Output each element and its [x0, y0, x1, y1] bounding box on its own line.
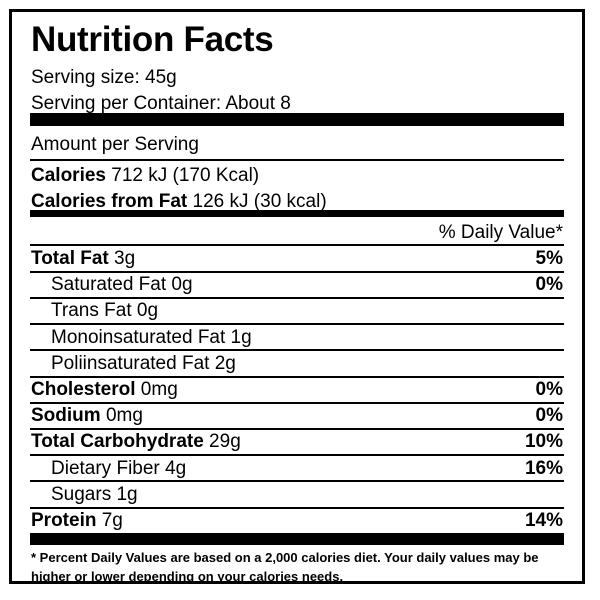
nutrient-row: Total Carbohydrate 29g 10% [30, 429, 564, 455]
calories-from-fat-line: Calories from Fat 126 kJ (30 kcal) [31, 192, 327, 211]
nutrient-name: Protein 7g [31, 508, 123, 534]
row-divider [30, 480, 564, 483]
calories-from-fat-value: 126 kJ (30 kcal) [187, 191, 327, 212]
nutrient-row: Protein 7g 14% [30, 508, 564, 534]
nutrient-label: Protein [31, 510, 97, 531]
nutrient-daily-value: 5% [535, 248, 563, 269]
nutrient-row: Sugars 1g [30, 482, 564, 508]
nutrition-facts-label: Nutrition Facts Serving size: 45g Servin… [9, 9, 585, 584]
nutrient-daily-value: 0% [535, 405, 563, 427]
divider [30, 159, 564, 161]
calories-label: Calories [31, 165, 106, 186]
row-divider [30, 454, 564, 457]
serving-size: Serving size: 45g [31, 67, 177, 88]
row-divider [30, 323, 564, 326]
nutrient-row: Poliinsaturated Fat 2g [30, 351, 564, 377]
nutrient-daily-value: 0% [535, 274, 563, 296]
calories-from-fat-label: Calories from Fat [31, 191, 188, 212]
thick-divider [30, 113, 564, 126]
nutrient-row: Cholesterol 0mg 0% [30, 377, 564, 403]
nutrient-amount: 0mg [100, 405, 143, 427]
nutrient-label: Sugars 1g [51, 483, 138, 505]
label-title: Nutrition Facts [31, 20, 274, 59]
amount-per-serving: Amount per Serving [31, 134, 199, 155]
row-divider [30, 296, 564, 299]
nutrient-name: Total Carbohydrate 29g [31, 429, 241, 455]
nutrient-name: Dietary Fiber 4g [51, 456, 186, 482]
nutrient-label: Trans Fat 0g [51, 300, 159, 322]
nutrient-label: Saturated Fat 0g [51, 274, 193, 296]
nutrient-name: Sodium 0mg [31, 403, 143, 429]
nutrient-amount: 3g [108, 248, 136, 269]
row-divider [30, 506, 564, 509]
nutrient-name: Cholesterol 0mg [31, 377, 178, 403]
thick-divider [30, 533, 564, 545]
nutrient-name: Poliinsaturated Fat 2g [51, 351, 236, 377]
nutrient-label: Cholesterol [31, 379, 136, 400]
nutrient-name: Total Fat 3g [31, 246, 135, 272]
nutrient-row: Trans Fat 0g [30, 298, 564, 324]
servings-per-container: Serving per Container: About 8 [31, 93, 291, 114]
nutrient-row: Sodium 0mg 0% [30, 403, 564, 429]
row-divider [30, 375, 564, 378]
divider [30, 244, 564, 246]
nutrient-name: Monoinsaturated Fat 1g [51, 325, 252, 351]
row-divider [30, 401, 564, 404]
nutrient-row: Saturated Fat 0g 0% [30, 272, 564, 298]
nutrient-amount: 0mg [135, 379, 178, 400]
nutrient-name: Trans Fat 0g [51, 298, 158, 324]
nutrient-name: Sugars 1g [51, 482, 138, 508]
nutrient-amount: 29g [203, 431, 241, 453]
calories-line: Calories 712 kJ (170 Kcal) [31, 166, 259, 185]
nutrient-label: Total Fat [31, 248, 109, 269]
nutrient-daily-value: 0% [535, 379, 563, 400]
nutrient-label: Monoinsaturated Fat 1g [51, 326, 252, 348]
calories-value: 712 kJ (170 Kcal) [105, 165, 260, 186]
nutrient-row: Monoinsaturated Fat 1g [30, 325, 564, 351]
nutrient-label: Poliinsaturated Fat 2g [51, 352, 236, 374]
nutrient-amount: 7g [96, 510, 123, 531]
medium-divider [30, 210, 564, 217]
daily-value-header: % Daily Value* [438, 222, 563, 243]
nutrient-label: Total Carbohydrate [31, 431, 204, 453]
nutrient-label: Sodium [31, 405, 101, 427]
nutrient-row: Dietary Fiber 4g 16% [30, 456, 564, 482]
nutrient-daily-value: 10% [524, 431, 563, 453]
nutrient-label: Dietary Fiber 4g [51, 457, 187, 479]
nutrient-row: Total Fat 3g 5% [30, 246, 564, 272]
row-divider [30, 349, 564, 352]
label-content: Nutrition Facts Serving size: 45g Servin… [30, 12, 564, 584]
nutrient-daily-value: 14% [524, 510, 563, 531]
nutrient-daily-value: 16% [524, 457, 563, 479]
footnote: * Percent Daily Values are based on a 2,… [31, 550, 539, 584]
nutrient-name: Saturated Fat 0g [51, 272, 193, 298]
row-divider [30, 427, 564, 430]
row-divider [30, 270, 564, 273]
